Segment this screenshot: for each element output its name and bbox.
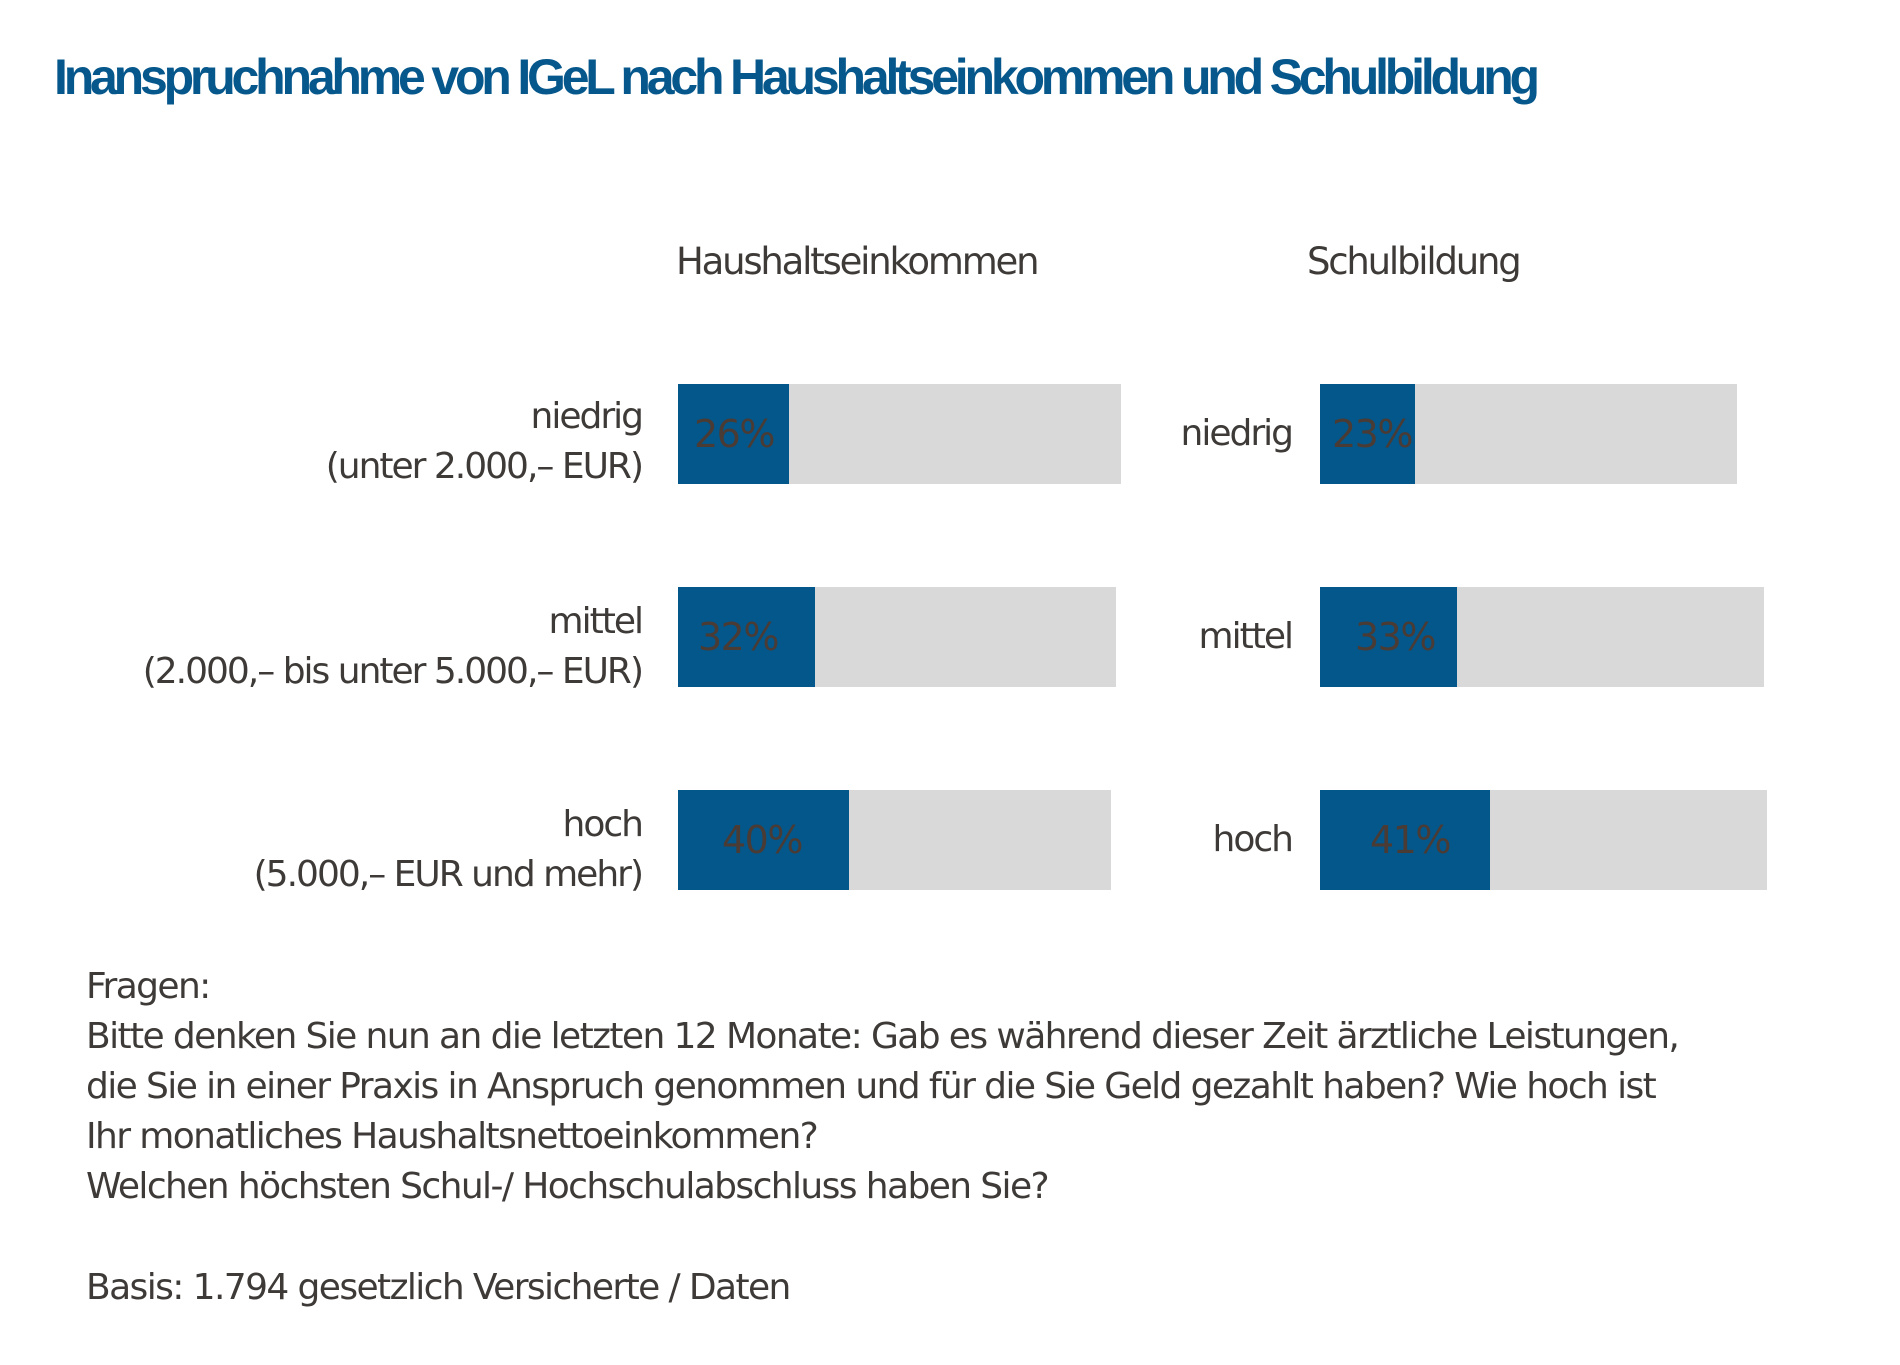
group-header-education: Schulbildung <box>1307 240 1522 283</box>
education-bar-track-low: 23% <box>1320 384 1737 484</box>
category-sublabel: (5.000,– EUR und mehr) <box>253 854 644 895</box>
footer-question-line: Welchen höchsten Schul-/ Hochschulabschl… <box>86 1166 1050 1207</box>
category-label: niedrig <box>530 396 644 437</box>
footer-question-line: Ihr monatliches Haushaltsnettoeinkommen? <box>86 1116 819 1157</box>
income-label-mid: mittel (2.000,– bis unter 5.000,– EUR) <box>142 597 644 697</box>
footer-questions-heading: Fragen: <box>86 966 211 1007</box>
data-label: 33% <box>1355 615 1436 659</box>
education-bar-track-mid: 33% <box>1320 587 1764 687</box>
data-label: 23% <box>1332 412 1413 456</box>
income-label-high: hoch (5.000,– EUR und mehr) <box>253 800 644 900</box>
category-label: hoch <box>562 804 644 845</box>
bar <box>678 587 815 687</box>
footer-question-line: die Sie in einer Praxis in Anspruch geno… <box>86 1066 1657 1107</box>
category-sublabel: (2.000,– bis unter 5.000,– EUR) <box>142 651 644 692</box>
bar <box>1320 587 1457 687</box>
chart-title: Inanspruchnahme von IGeL nach Haushaltse… <box>54 49 1540 105</box>
education-label-mid: mittel <box>1198 616 1294 657</box>
income-bar-track-low: 26% <box>678 384 1121 484</box>
education-label-high: hoch <box>1212 819 1294 860</box>
bar <box>1320 384 1416 484</box>
footer-basis: Basis: 1.794 gesetzlich Versicherte / Da… <box>86 1267 791 1308</box>
bar <box>678 384 790 484</box>
data-label: 26% <box>694 412 775 456</box>
income-bar-track-mid: 32% <box>678 587 1116 687</box>
data-label: 41% <box>1370 818 1451 862</box>
bar <box>1320 790 1491 890</box>
data-label: 40% <box>722 818 803 862</box>
category-sublabel: (unter 2.000,– EUR) <box>325 446 644 487</box>
category-label: mittel <box>548 601 644 642</box>
income-label-low: niedrig (unter 2.000,– EUR) <box>325 392 644 492</box>
education-bar-track-high: 41% <box>1320 790 1767 890</box>
education-label-low: niedrig <box>1180 413 1294 454</box>
income-bar-track-high: 40% <box>678 790 1111 890</box>
bar <box>678 790 850 890</box>
group-header-income: Haushaltseinkommen <box>676 240 1040 283</box>
data-label: 32% <box>698 615 779 659</box>
footer-question-line: Bitte denken Sie nun an die letzten 12 M… <box>86 1016 1680 1057</box>
